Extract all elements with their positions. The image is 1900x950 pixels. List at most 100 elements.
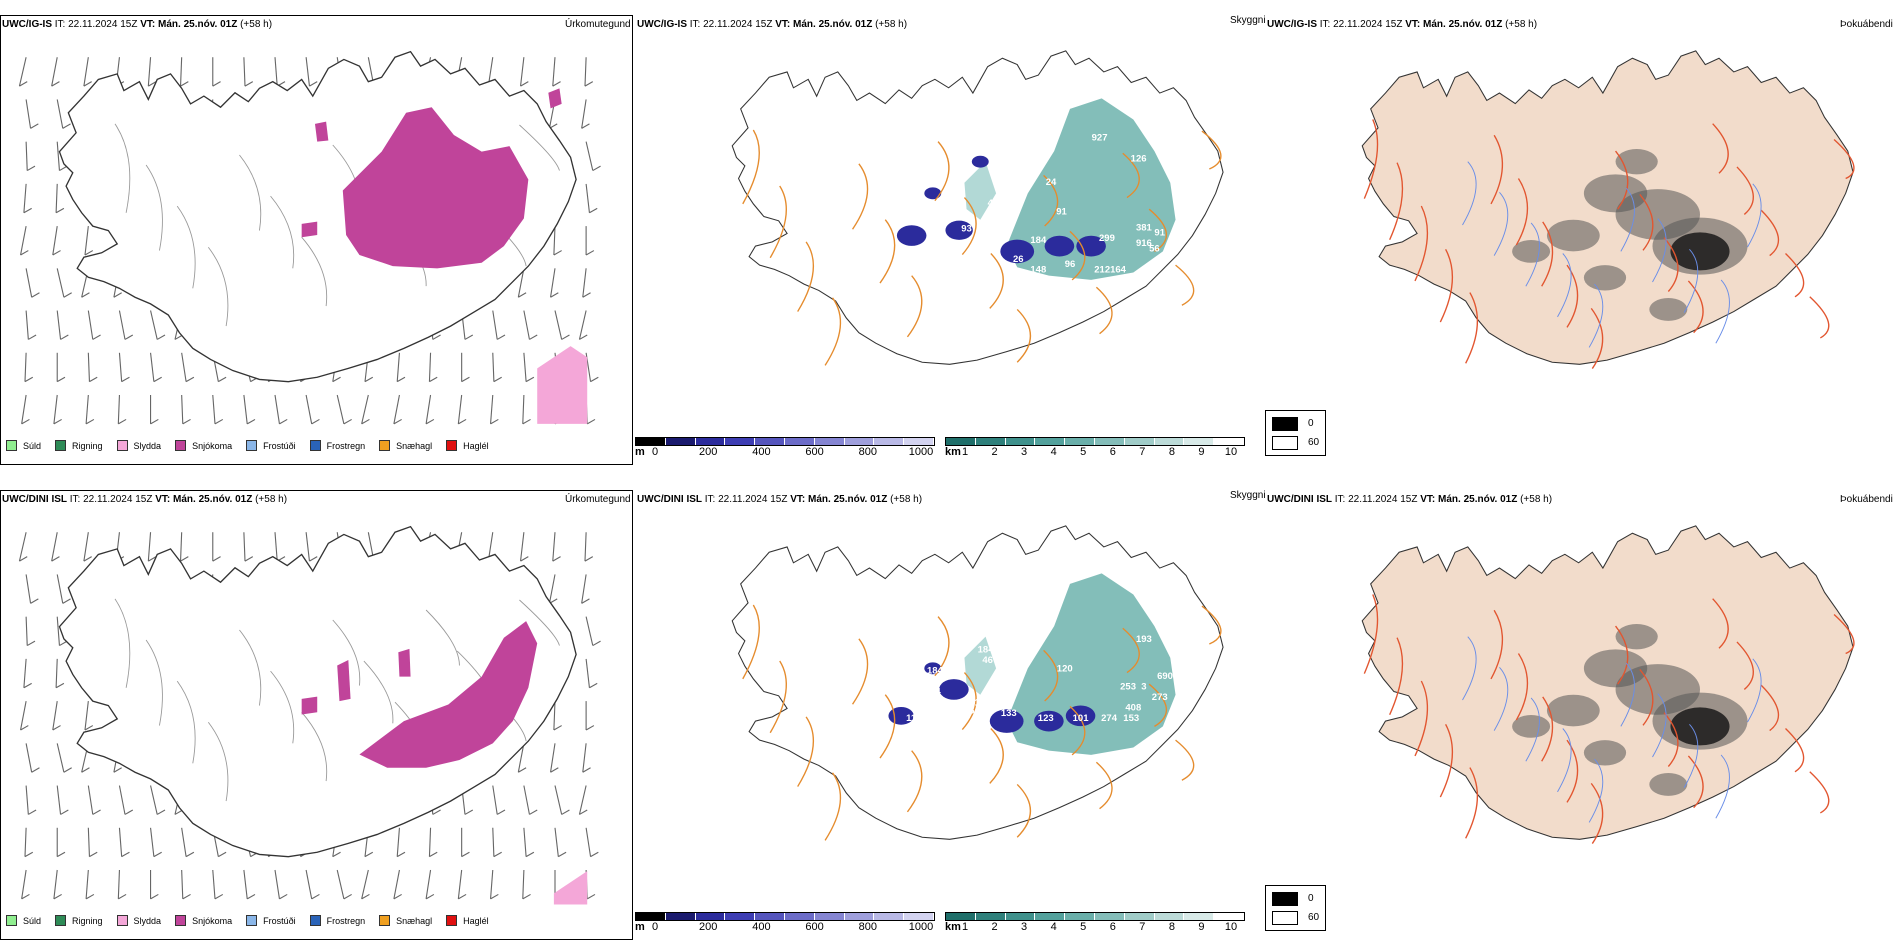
wind-barb bbox=[150, 870, 159, 900]
wind-barb bbox=[18, 532, 28, 562]
legend-swatch bbox=[55, 915, 67, 926]
road-line bbox=[934, 616, 950, 677]
wind-barb bbox=[336, 869, 352, 900]
lead-time: (+58 h) bbox=[1505, 19, 1538, 30]
river-line bbox=[1715, 754, 1730, 819]
cloud-ceiling-area bbox=[1000, 239, 1035, 264]
legend-swatch bbox=[116, 915, 128, 926]
model-name: UWC/DINI ISL bbox=[1267, 494, 1332, 505]
road-line bbox=[114, 598, 131, 688]
wind-barb bbox=[25, 616, 36, 647]
road-line bbox=[1148, 683, 1168, 727]
panel-title: Skyggni bbox=[1230, 490, 1266, 501]
colorbar-tick: 8 bbox=[1168, 921, 1175, 933]
colorbar-swatch bbox=[725, 913, 756, 920]
wind-barb bbox=[582, 268, 591, 298]
legend-label: Rigning bbox=[72, 915, 103, 926]
colorbar-swatch bbox=[725, 438, 756, 445]
wind-barb bbox=[87, 352, 98, 383]
wind-barb bbox=[585, 869, 596, 900]
wind-barb bbox=[84, 226, 94, 256]
wind-barb bbox=[581, 99, 590, 129]
wind-barb bbox=[118, 310, 134, 340]
road-line bbox=[961, 672, 977, 731]
road-line bbox=[1095, 286, 1113, 335]
ceiling-label: 123 bbox=[1038, 713, 1054, 724]
wind-barb bbox=[492, 352, 502, 383]
it-value: 22.11.2024 15Z bbox=[718, 494, 788, 505]
colorbar-swatch bbox=[946, 438, 976, 445]
wind-barb bbox=[523, 827, 535, 858]
colorbar-tick: 5 bbox=[1080, 446, 1087, 458]
wind-barb bbox=[585, 352, 599, 383]
ceiling-label: 381 bbox=[1136, 222, 1153, 233]
river-line bbox=[1493, 191, 1509, 256]
fog-area bbox=[1512, 239, 1551, 263]
fog-area bbox=[1615, 149, 1658, 175]
road-line bbox=[824, 297, 842, 366]
road-line bbox=[1809, 296, 1830, 339]
colorbar-tick: 6 bbox=[1109, 446, 1116, 458]
road-line bbox=[1363, 119, 1379, 199]
road-line bbox=[1201, 130, 1222, 170]
model-name: UWC/IG-IS bbox=[1267, 19, 1317, 30]
road-line bbox=[1069, 230, 1086, 281]
lead-time: (+58 h) bbox=[1520, 494, 1553, 505]
wind-barb bbox=[585, 616, 601, 647]
wind-barb bbox=[87, 827, 98, 858]
wind-barb bbox=[25, 310, 37, 340]
wind-barb bbox=[52, 226, 61, 256]
road-line bbox=[1069, 705, 1086, 756]
wind-barb bbox=[147, 57, 157, 87]
precip-legend: Súld Rigning Slydda Snjókoma Frostúði Frostre… bbox=[6, 915, 503, 926]
ceiling-label: 408 bbox=[1125, 703, 1141, 714]
river-line bbox=[1683, 723, 1699, 788]
road-line bbox=[1833, 138, 1855, 180]
river-line bbox=[1715, 279, 1730, 344]
wind-barb bbox=[56, 310, 69, 340]
wind-barb bbox=[56, 743, 72, 773]
wind-barb bbox=[56, 574, 71, 604]
vt-value: Mán. 25.nóv. 01Z bbox=[808, 494, 888, 505]
ceiling-label: 120 bbox=[1057, 664, 1073, 675]
road-line bbox=[1760, 684, 1780, 732]
colorbar-swatch bbox=[1214, 438, 1244, 445]
river-line bbox=[1747, 658, 1762, 723]
fog-area bbox=[1546, 219, 1600, 252]
wind-barb bbox=[425, 394, 435, 425]
wind-barb bbox=[361, 394, 370, 425]
road-line bbox=[1712, 123, 1729, 174]
precip-legend-item: Frostregn bbox=[309, 440, 365, 451]
iceland-coastline bbox=[58, 525, 577, 858]
wind-barb bbox=[243, 394, 256, 425]
wind-barb bbox=[552, 532, 561, 562]
lead-time: (+58 h) bbox=[875, 19, 908, 30]
wind-barb bbox=[56, 352, 66, 383]
road-line bbox=[1541, 696, 1554, 762]
ceiling-label: 273 bbox=[1152, 692, 1168, 703]
legend-swatch bbox=[116, 440, 128, 451]
ceiling-label: 18 bbox=[1001, 639, 1012, 650]
road-line bbox=[769, 185, 787, 259]
fog-legend-item: 0 bbox=[1266, 414, 1319, 433]
vt-value: Mán. 25.nóv. 01Z bbox=[1423, 19, 1503, 30]
road-line bbox=[1663, 237, 1679, 292]
road-line bbox=[769, 660, 787, 734]
it-label: IT: bbox=[1334, 494, 1346, 505]
river-line bbox=[1588, 758, 1604, 823]
snow-area bbox=[337, 660, 351, 702]
legend-swatch bbox=[379, 915, 391, 926]
precip-legend-item: Snjókoma bbox=[175, 915, 232, 926]
precip-legend-item: Haglél bbox=[446, 915, 489, 926]
wind-barb bbox=[56, 827, 66, 858]
wind-barb bbox=[118, 785, 134, 815]
colorbar-swatch bbox=[1124, 913, 1155, 920]
it-label: IT: bbox=[69, 494, 81, 505]
river-line bbox=[1652, 218, 1667, 283]
legend-label: Snæhagl bbox=[396, 440, 433, 451]
colorbar-swatch bbox=[784, 913, 815, 920]
wind-barb bbox=[585, 141, 601, 172]
wind-barb bbox=[118, 827, 130, 858]
road-line bbox=[1201, 605, 1222, 645]
legend-swatch bbox=[6, 440, 17, 451]
